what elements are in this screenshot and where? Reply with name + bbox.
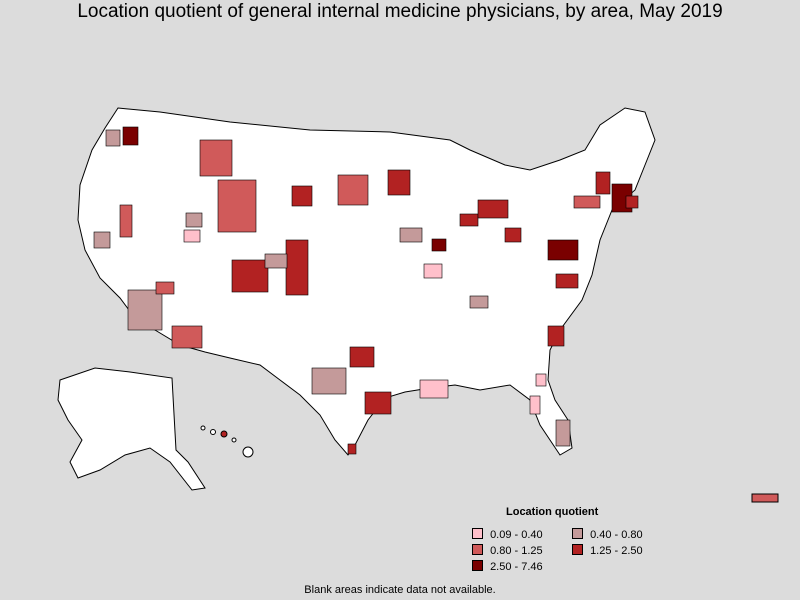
legend-item-1: 0.09 - 0.40 (472, 528, 543, 541)
legend-item-2: 0.40 - 0.80 (572, 528, 643, 541)
legend-swatch-3 (472, 544, 483, 555)
legend-label-3: 0.80 - 1.25 (490, 545, 543, 557)
alaska-land (57, 367, 206, 491)
footnote: Blank areas indicate data not available. (304, 584, 496, 596)
shaded-areas (93, 126, 639, 455)
map-title: Location quotient of general internal me… (77, 1, 723, 22)
legend-label-5: 2.50 - 7.46 (490, 561, 543, 573)
legend: Location quotient 0.09 - 0.40 0.40 - 0.8… (470, 506, 670, 576)
legend-label-4: 1.25 - 2.50 (590, 545, 643, 557)
legend-item-3: 0.80 - 1.25 (472, 544, 543, 557)
legend-label-1: 0.09 - 0.40 (490, 529, 543, 541)
hawaii-land (200, 425, 254, 458)
legend-item-5: 2.50 - 7.46 (472, 560, 543, 573)
legend-swatch-4 (572, 544, 583, 555)
legend-swatch-5 (472, 560, 483, 571)
legend-title: Location quotient (506, 506, 599, 518)
legend-label-2: 0.40 - 0.80 (590, 529, 643, 541)
puerto-rico-land (751, 493, 779, 503)
legend-swatch-1 (472, 528, 483, 539)
legend-item-4: 1.25 - 2.50 (572, 544, 643, 557)
legend-swatch-2 (572, 528, 583, 539)
